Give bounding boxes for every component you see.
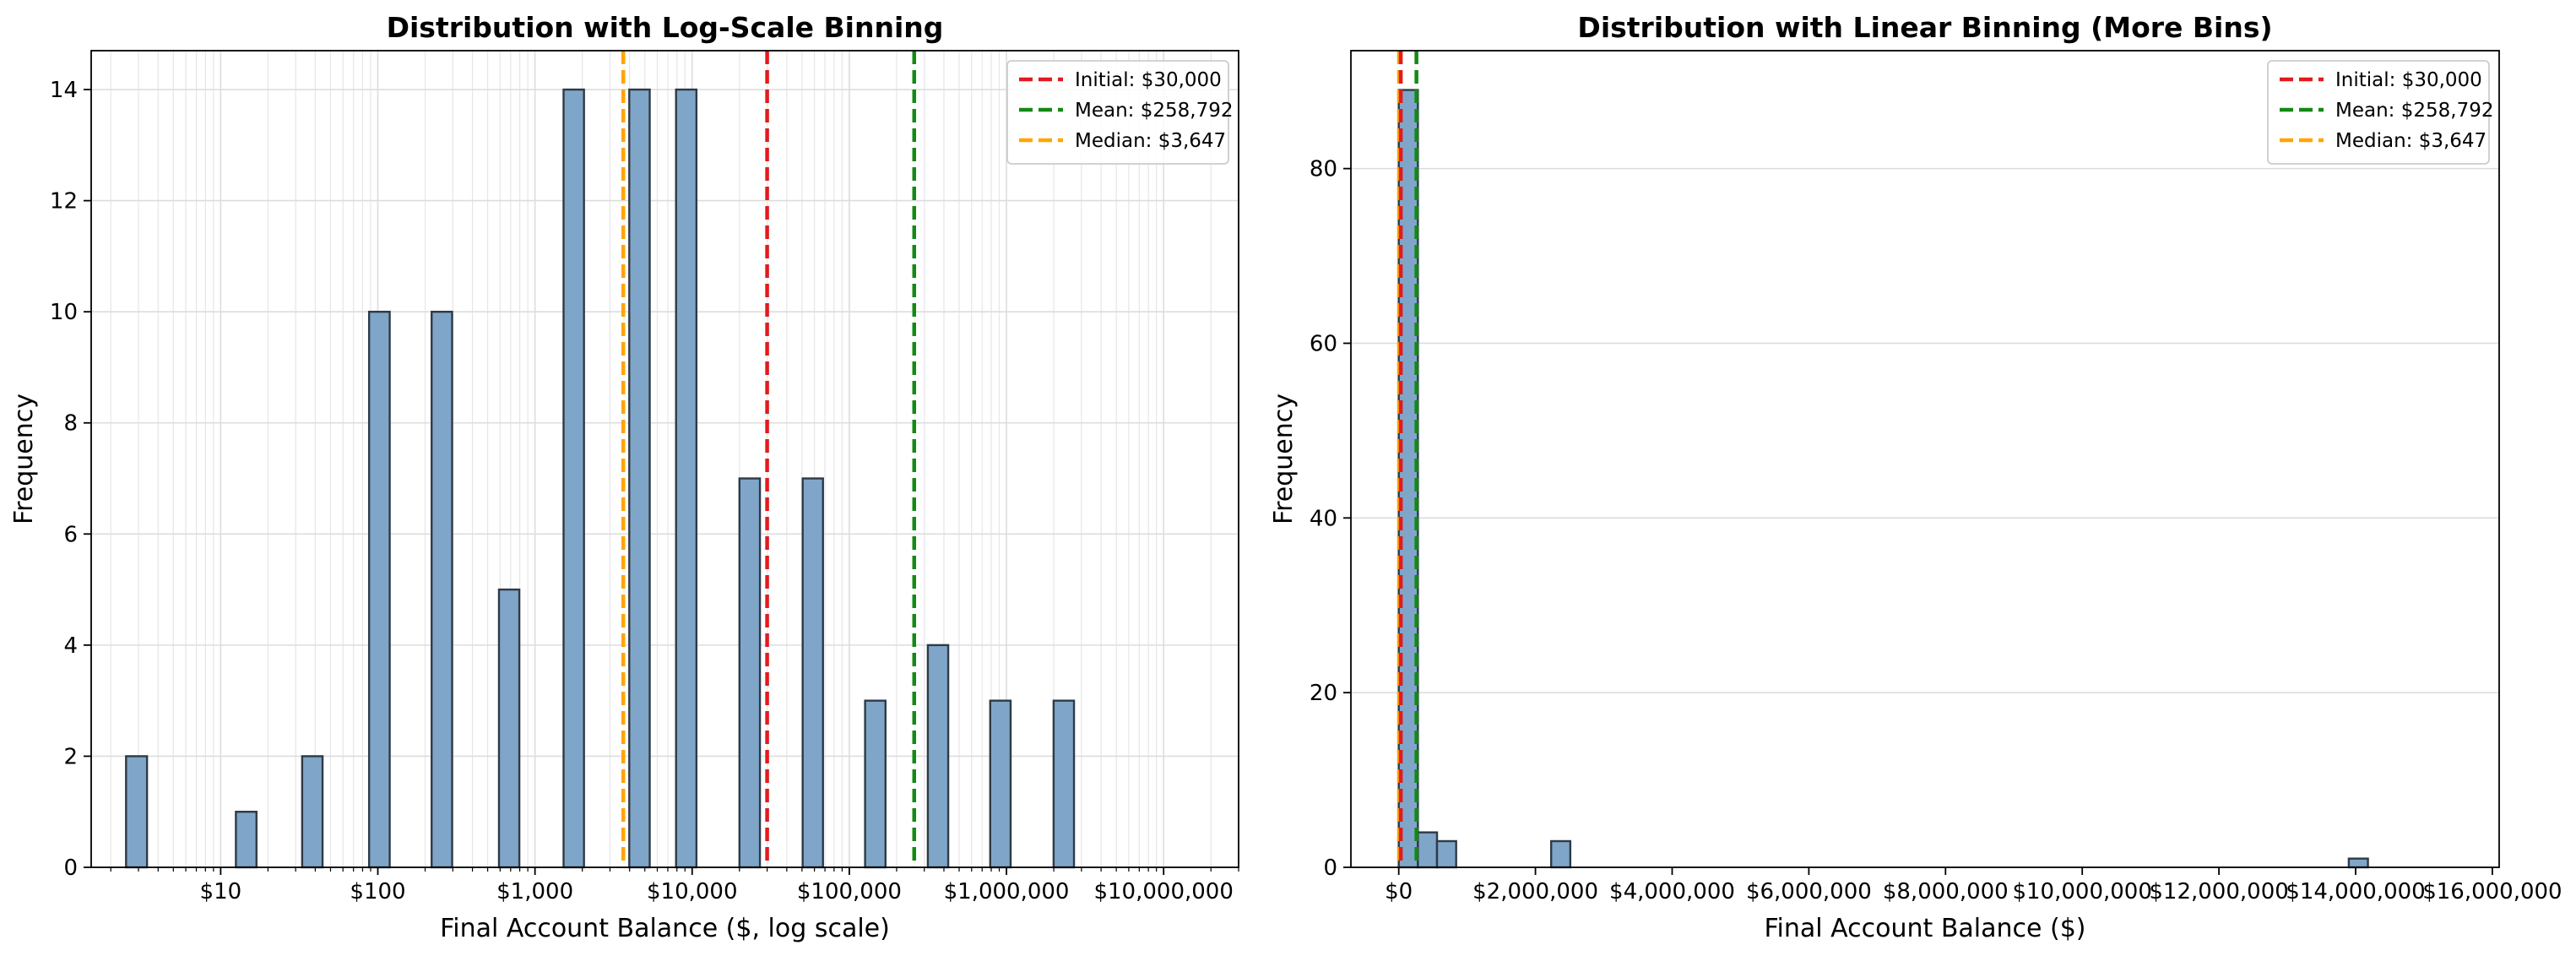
histogram-bar [864, 699, 887, 869]
y-axis-label: Frequency [9, 394, 39, 524]
legend-box [1006, 60, 1229, 165]
reference-lines [621, 51, 917, 867]
histogram-bar [1417, 831, 1439, 869]
x-axis: $0 $2,000,000 $4,000,000 $6,000,000 $8,000,0… [1385, 867, 2562, 904]
histogram-bar [1549, 839, 1572, 869]
histogram-bar [1052, 699, 1076, 869]
reference-lines [1396, 51, 1418, 867]
x-axis-label: Final Account Balance ($, log scale) [440, 914, 890, 943]
legend-label: Initial: $30,000 [1075, 69, 1222, 91]
legend-label: Median: $3,647 [2335, 130, 2487, 152]
chart-panel-2: $0 $2,000,000 $4,000,000 $6,000,000 $8,000,0… [1269, 11, 2562, 943]
chart-panel-1: $10 $100 $1,000 $10,000 $100,000 $1,000,000 $1… [9, 11, 1239, 943]
x-tick-label: $1,000,000 [944, 879, 1070, 904]
x-axis: $10 $100 $1,000 $10,000 $100,000 $1,000,000 $1… [110, 867, 1239, 904]
x-tick-label: $100 [350, 879, 405, 904]
histogram-bar [497, 588, 521, 869]
y-axis: 0 20 40 60 80 [1310, 157, 1351, 881]
x-tick-label: $10,000,000 [1093, 879, 1233, 904]
y-axis-label: Frequency [1269, 394, 1299, 524]
legend: Initial: $30,000 Mean: $258,792 Median: $3… [1006, 60, 1233, 165]
x-tick-label: $10,000 [647, 879, 738, 904]
y-tick-label: 12 [50, 189, 78, 215]
histogram-bar [2347, 857, 2369, 869]
y-tick-label: 60 [1310, 331, 1337, 356]
chart-title: Distribution with Linear Binning (More B… [1577, 11, 2272, 44]
y-axis: 0 2 4 6 8 10 12 14 [50, 78, 91, 881]
legend-label: Mean: $258,792 [1075, 100, 1233, 122]
x-axis-label: Final Account Balance ($) [1764, 914, 2085, 943]
legend-label: Median: $3,647 [1075, 130, 1226, 152]
histogram-bar [801, 477, 824, 869]
histogram-bar [367, 310, 391, 869]
legend-label: Initial: $30,000 [2335, 69, 2482, 91]
x-tick-label: $10 [200, 879, 242, 904]
y-tick-label: 8 [63, 411, 78, 437]
x-tick-label: $10,000,000 [2012, 879, 2151, 904]
y-tick-label: 80 [1310, 157, 1337, 182]
y-tick-label: 40 [1310, 506, 1337, 531]
x-tick-label: $100,000 [797, 879, 902, 904]
x-tick-label: $2,000,000 [1472, 879, 1598, 904]
histogram-bar [431, 310, 453, 869]
x-tick-label: $12,000,000 [2149, 879, 2288, 904]
x-tick-label: $0 [1385, 879, 1413, 904]
grid [1351, 167, 2499, 868]
y-tick-label: 6 [63, 522, 78, 547]
histogram-bar [301, 755, 324, 869]
x-tick-label: $1,000 [496, 879, 573, 904]
y-tick-label: 2 [63, 744, 78, 769]
histogram-bar [235, 811, 258, 869]
x-tick-label: $16,000,000 [2422, 879, 2562, 904]
histogram-bar [1435, 839, 1457, 869]
bars [1397, 89, 2369, 869]
histogram-bar [989, 699, 1012, 869]
histogram-bar [926, 644, 950, 869]
legend: Initial: $30,000 Mean: $258,792 Median: $3… [2267, 60, 2493, 165]
y-tick-label: 0 [63, 856, 78, 881]
x-tick-label: $14,000,000 [2286, 879, 2425, 904]
x-tick-label: $8,000,000 [1883, 879, 2009, 904]
chart-title: Distribution with Log-Scale Binning [387, 11, 944, 44]
histogram-bar [628, 88, 651, 869]
y-tick-label: 4 [63, 633, 78, 659]
histogram-bar [675, 88, 698, 869]
histogram-bar [125, 755, 149, 869]
axes-frame [1350, 50, 2500, 868]
y-tick-label: 10 [50, 300, 78, 325]
histogram-bar [738, 477, 762, 869]
x-tick-label: $6,000,000 [1746, 879, 1872, 904]
legend-box [2267, 60, 2490, 165]
x-tick-label: $4,000,000 [1609, 879, 1735, 904]
y-tick-label: 20 [1310, 681, 1337, 706]
y-tick-label: 14 [50, 78, 78, 103]
axes-frame [90, 50, 1239, 868]
y-tick-label: 0 [1323, 856, 1337, 881]
histogram-bar [562, 88, 585, 869]
legend-label: Mean: $258,792 [2335, 100, 2493, 122]
